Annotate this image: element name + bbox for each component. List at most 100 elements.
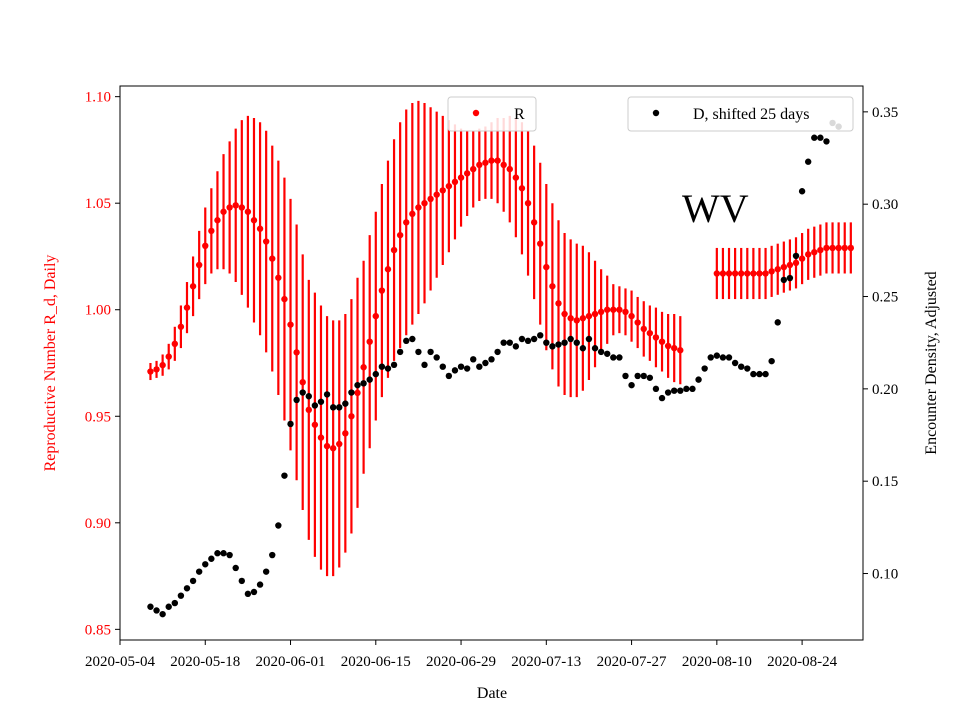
r-point xyxy=(506,165,513,173)
d-point xyxy=(610,354,617,361)
d-point xyxy=(817,134,824,141)
r-point xyxy=(311,421,319,428)
d-point xyxy=(384,365,392,372)
r-point xyxy=(549,283,556,290)
left-tick-label: 0.95 xyxy=(85,409,111,425)
d-point xyxy=(780,276,788,284)
r-point xyxy=(817,246,824,254)
d-point xyxy=(366,376,373,383)
x-tick-label: 2020-06-29 xyxy=(426,654,496,670)
r-point xyxy=(281,295,288,303)
r-point xyxy=(847,244,855,252)
d-point xyxy=(457,363,465,370)
r-point xyxy=(677,347,684,354)
d-point xyxy=(147,603,154,610)
r-point xyxy=(731,270,739,277)
r-point xyxy=(232,202,239,209)
r-point xyxy=(329,445,337,452)
legend-d-box xyxy=(627,96,854,132)
d-point xyxy=(262,568,270,575)
r-point xyxy=(762,270,769,277)
left-axis-label: Reproductive Number R_d, Daily xyxy=(42,255,59,472)
r-point xyxy=(256,225,264,232)
d-point xyxy=(299,389,306,396)
d-point xyxy=(317,398,325,405)
r-point xyxy=(555,300,562,307)
r-point xyxy=(725,270,733,277)
r-point xyxy=(439,187,446,194)
r-point xyxy=(262,238,270,245)
r-point xyxy=(403,219,410,226)
d-point xyxy=(585,335,593,343)
r-point xyxy=(457,174,465,181)
d-point xyxy=(701,365,708,372)
d-point xyxy=(646,374,654,381)
d-point xyxy=(287,420,294,428)
r-point xyxy=(518,185,526,192)
d-point xyxy=(171,599,179,607)
r-point xyxy=(756,270,763,277)
plot-frame xyxy=(119,85,864,641)
d-point xyxy=(329,404,337,411)
d-point xyxy=(445,372,453,380)
d-point xyxy=(250,588,258,596)
legend-r: R xyxy=(447,96,537,132)
right-tick-label: 0.15 xyxy=(872,474,898,490)
r-point xyxy=(750,270,757,277)
r-point xyxy=(543,263,550,271)
d-point xyxy=(409,335,416,343)
d-point xyxy=(202,561,209,568)
r-point xyxy=(610,306,617,313)
right-axis-label: Encounter Density, Adjusted xyxy=(923,271,940,454)
r-point xyxy=(823,244,830,252)
r-point xyxy=(415,204,422,211)
r-point xyxy=(488,157,495,164)
d-point xyxy=(555,341,562,348)
x-tick-label: 2020-05-04 xyxy=(85,654,155,670)
r-point xyxy=(305,406,312,414)
d-point xyxy=(774,319,781,326)
d-point xyxy=(591,345,599,352)
r-point xyxy=(275,274,282,281)
d-point xyxy=(244,590,252,598)
d-point xyxy=(433,354,440,361)
r-point xyxy=(220,208,227,215)
r-point xyxy=(634,319,641,326)
r-point xyxy=(646,329,654,337)
r-point xyxy=(780,263,788,271)
d-point xyxy=(628,381,635,389)
r-point xyxy=(573,317,580,324)
r-point xyxy=(811,249,818,256)
r-point xyxy=(317,434,325,441)
r-point xyxy=(153,366,160,373)
d-point xyxy=(482,359,489,367)
x-tick-label: 2020-05-18 xyxy=(170,654,240,670)
r-point xyxy=(713,270,721,277)
right-tick-label: 0.30 xyxy=(872,197,898,213)
r-point xyxy=(652,334,660,341)
state-annotation: WV xyxy=(682,186,749,231)
d-point xyxy=(713,352,721,359)
d-point xyxy=(396,348,404,356)
d-point xyxy=(524,337,532,345)
d-point xyxy=(220,550,227,557)
legend-d-label: D, shifted 25 days xyxy=(693,106,809,123)
d-point xyxy=(658,394,666,402)
legend-r-marker xyxy=(472,109,480,117)
r-point xyxy=(792,259,800,267)
d-point xyxy=(750,370,757,378)
d-point xyxy=(348,389,355,396)
r-point xyxy=(378,287,386,294)
d-point xyxy=(561,339,568,346)
d-point xyxy=(214,550,221,557)
r-point xyxy=(786,261,794,269)
r-point xyxy=(500,161,507,169)
d-point xyxy=(616,354,623,361)
d-point xyxy=(573,339,580,346)
legend-d: D, shifted 25 days xyxy=(627,96,854,132)
d-point xyxy=(323,391,331,398)
d-point xyxy=(622,372,629,380)
r-point xyxy=(579,315,587,322)
r-point xyxy=(208,227,215,235)
